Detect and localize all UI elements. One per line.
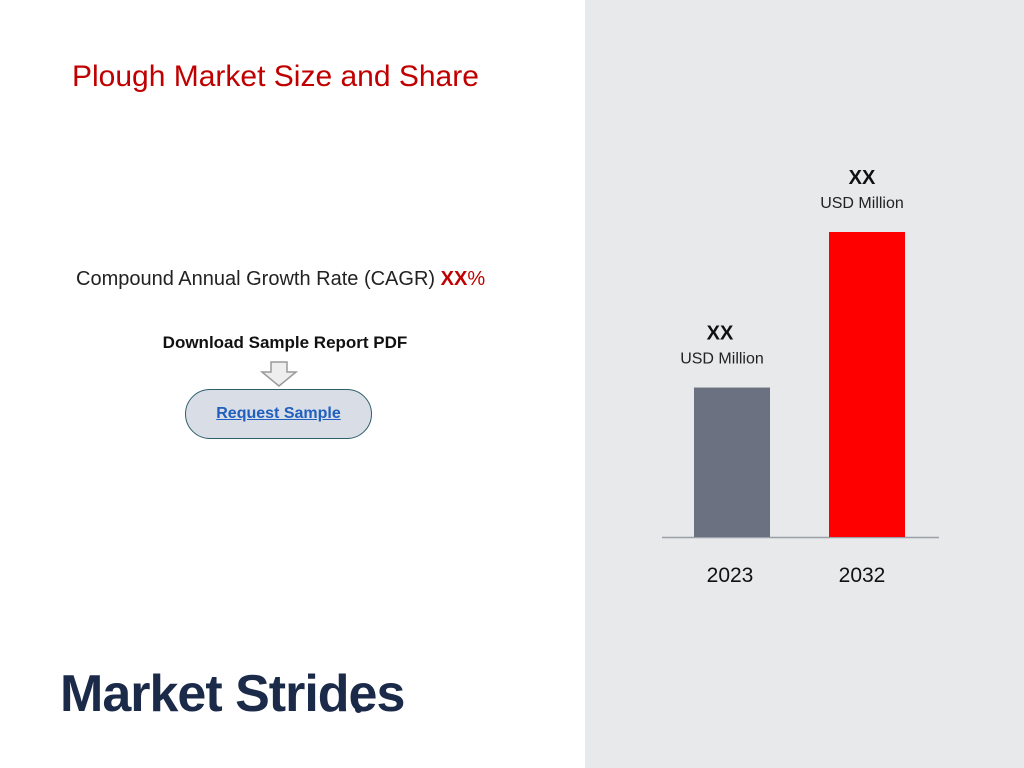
bar-2023 [694, 387, 770, 537]
cagr-value: XX [440, 268, 468, 290]
download-label: Download Sample Report PDF [162, 333, 408, 352]
unit-label-2032: USD Million [820, 195, 904, 212]
market-strides-logo: Market Strides [60, 665, 405, 723]
down-arrow-icon [260, 361, 298, 387]
value-label-2023: XX [707, 323, 734, 345]
chart-panel [585, 0, 1024, 768]
value-label-2032: XX [849, 167, 876, 189]
cagr-suffix: % [467, 268, 486, 290]
bar-chart: XX USD Million 2023 XX USD Million 2032 [662, 167, 939, 587]
unit-label-2023: USD Million [680, 351, 764, 368]
cagr-line: Compound Annual Growth Rate (CAGR) XX% [76, 268, 485, 291]
logo-dot [355, 706, 362, 713]
request-sample-button[interactable]: Request Sample [185, 389, 372, 439]
cagr-label: Compound Annual Growth Rate (CAGR) [76, 268, 436, 290]
page-title: Plough Market Size and Share [72, 60, 479, 93]
bar-2032 [829, 232, 905, 537]
x-tick-2023: 2023 [707, 564, 754, 587]
x-tick-2032: 2032 [839, 564, 886, 587]
